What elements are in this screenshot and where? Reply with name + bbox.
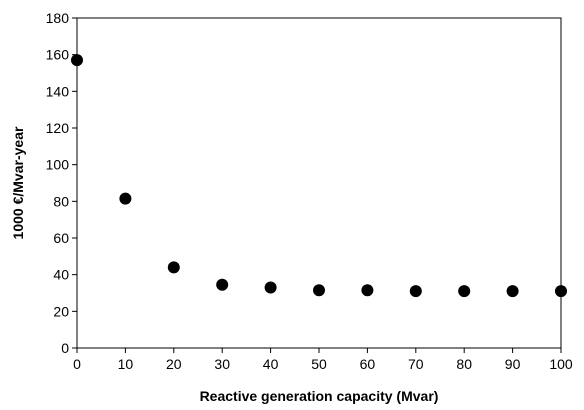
data-point (313, 284, 325, 297)
x-tick-label: 40 (263, 356, 279, 372)
data-points (71, 54, 567, 298)
data-point (119, 192, 132, 205)
x-tick-label: 10 (118, 356, 134, 372)
x-tick-label: 80 (456, 356, 472, 372)
y-tick-label: 140 (46, 83, 70, 99)
data-point (167, 261, 180, 274)
x-tick-label: 70 (408, 356, 424, 372)
x-tick-label: 50 (311, 356, 327, 372)
x-tick-label: 20 (166, 356, 182, 372)
y-tick-label: 60 (53, 230, 69, 246)
y-axis-title: 1000 €/Mvar-year (10, 126, 26, 239)
data-point (506, 285, 519, 298)
y-tick-label: 80 (53, 193, 69, 209)
x-axis-ticks: 0 10 20 30 40 50 60 70 80 90 100 (73, 348, 573, 372)
y-tick-label: 180 (46, 10, 70, 26)
data-point (458, 285, 471, 298)
data-point (361, 284, 374, 297)
y-tick-label: 160 (46, 47, 70, 63)
y-tick-label: 20 (53, 303, 69, 319)
x-tick-label: 30 (214, 356, 230, 372)
y-tick-label: 100 (46, 157, 70, 173)
y-axis-ticks: 0 20 40 60 80 100 120 140 160 180 (46, 10, 77, 356)
x-tick-label: 100 (549, 356, 573, 372)
y-tick-label: 120 (46, 120, 70, 136)
y-tick-label: 0 (61, 340, 69, 356)
data-point (71, 54, 83, 67)
x-tick-label: 90 (505, 356, 521, 372)
data-point (264, 281, 277, 294)
x-axis-title: Reactive generation capacity (Mvar) (200, 388, 439, 404)
x-tick-label: 0 (73, 356, 81, 372)
data-point (409, 285, 422, 298)
data-point (555, 285, 567, 298)
data-point (216, 278, 229, 291)
y-tick-label: 40 (53, 267, 69, 283)
plot-area (76, 17, 562, 349)
x-tick-label: 60 (360, 356, 376, 372)
